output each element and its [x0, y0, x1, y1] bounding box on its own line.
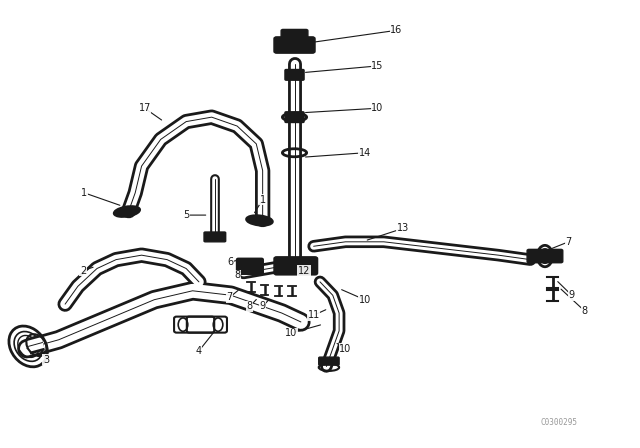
Text: 6: 6 — [228, 257, 234, 267]
FancyBboxPatch shape — [237, 258, 263, 274]
Text: 10: 10 — [358, 295, 371, 305]
FancyBboxPatch shape — [285, 112, 304, 122]
FancyBboxPatch shape — [319, 357, 339, 365]
Text: 15: 15 — [371, 61, 383, 71]
Text: 10: 10 — [285, 328, 298, 338]
Text: 12: 12 — [298, 266, 310, 276]
Text: 8: 8 — [581, 306, 588, 316]
FancyBboxPatch shape — [527, 250, 563, 263]
Text: 2: 2 — [80, 266, 86, 276]
Text: 8: 8 — [247, 302, 253, 311]
Text: 8: 8 — [234, 270, 240, 280]
Text: 13: 13 — [397, 224, 409, 233]
Text: 7: 7 — [227, 293, 232, 302]
Text: 3: 3 — [43, 355, 49, 365]
FancyBboxPatch shape — [274, 37, 315, 53]
Text: 11: 11 — [307, 310, 320, 320]
FancyBboxPatch shape — [204, 232, 226, 242]
Text: 9: 9 — [569, 290, 575, 300]
Ellipse shape — [114, 206, 140, 217]
Text: 9: 9 — [260, 302, 266, 311]
Text: 10: 10 — [339, 344, 351, 353]
FancyBboxPatch shape — [281, 30, 308, 40]
FancyBboxPatch shape — [274, 257, 317, 275]
FancyBboxPatch shape — [285, 69, 304, 80]
Text: 5: 5 — [183, 210, 189, 220]
Text: 17: 17 — [139, 103, 151, 113]
Text: 4: 4 — [196, 346, 202, 356]
Text: 14: 14 — [358, 148, 371, 158]
Text: 7: 7 — [565, 237, 572, 247]
Text: 1: 1 — [260, 194, 266, 205]
Text: 16: 16 — [390, 26, 403, 35]
Ellipse shape — [246, 215, 273, 225]
Text: 1: 1 — [81, 188, 87, 198]
Text: 10: 10 — [371, 103, 383, 113]
Text: C0300295: C0300295 — [540, 418, 577, 426]
